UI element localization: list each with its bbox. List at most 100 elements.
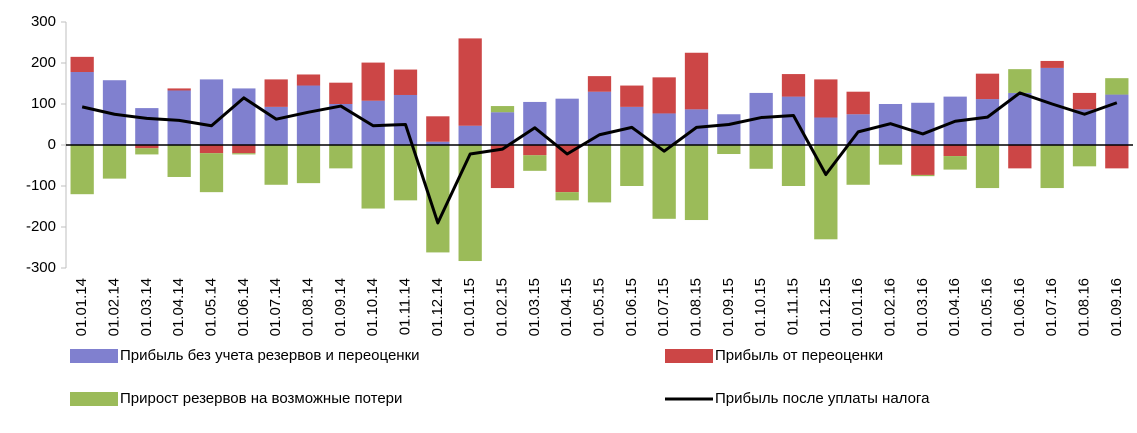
bar bbox=[490, 112, 515, 145]
bar bbox=[1105, 94, 1129, 145]
bar bbox=[70, 145, 94, 195]
bar bbox=[814, 79, 838, 118]
bar bbox=[135, 145, 159, 149]
x-tick-label: 01.11.14 bbox=[396, 278, 413, 335]
bar bbox=[1008, 69, 1032, 93]
bar bbox=[1105, 78, 1129, 95]
bar bbox=[1072, 109, 1097, 145]
bar bbox=[652, 77, 676, 114]
y-tick-label: 0 bbox=[48, 136, 56, 153]
bar bbox=[167, 145, 191, 177]
legend-swatch bbox=[70, 392, 118, 406]
bar bbox=[911, 174, 935, 177]
bar bbox=[587, 145, 612, 203]
x-tick-label: 01.05.15 bbox=[590, 278, 607, 336]
bar bbox=[878, 145, 903, 165]
bar bbox=[975, 145, 1000, 189]
bar bbox=[199, 145, 224, 154]
x-tick-label: 01.04.14 bbox=[170, 278, 187, 336]
bar bbox=[135, 108, 159, 145]
y-tick-label: -200 bbox=[26, 218, 56, 235]
x-tick-label: 01.09.14 bbox=[332, 278, 349, 336]
x-tick-label: 01.11.15 bbox=[784, 278, 801, 335]
y-tick-label: 100 bbox=[31, 95, 56, 112]
bar bbox=[393, 145, 418, 201]
bar bbox=[232, 153, 256, 155]
bar bbox=[943, 145, 967, 157]
y-tick-label: 200 bbox=[31, 54, 56, 71]
x-tick-label: 01.02.14 bbox=[105, 278, 122, 336]
x-tick-label: 01.01.14 bbox=[73, 278, 90, 336]
bar bbox=[911, 145, 935, 175]
bar bbox=[1008, 145, 1032, 169]
x-tick-label: 01.12.15 bbox=[817, 278, 834, 336]
bar bbox=[717, 145, 741, 155]
bar bbox=[458, 145, 482, 262]
x-tick-label: 01.04.16 bbox=[946, 278, 963, 336]
bar bbox=[167, 90, 191, 145]
x-tick-label: 01.07.15 bbox=[655, 278, 672, 336]
bar bbox=[232, 145, 256, 154]
bar bbox=[717, 114, 741, 145]
x-tick-label: 01.05.14 bbox=[202, 278, 219, 336]
bar bbox=[393, 94, 418, 145]
bar bbox=[167, 88, 191, 91]
bar bbox=[523, 101, 547, 145]
legend-label: Прибыль после уплаты налога bbox=[715, 390, 930, 407]
bar bbox=[296, 145, 321, 184]
bar bbox=[587, 76, 612, 92]
bar bbox=[943, 156, 967, 170]
bar bbox=[264, 145, 288, 185]
bar bbox=[458, 125, 482, 145]
bar bbox=[555, 145, 579, 193]
bar bbox=[296, 74, 321, 86]
bar bbox=[1072, 145, 1097, 167]
x-tick-label: 01.12.14 bbox=[429, 278, 446, 336]
bar bbox=[393, 69, 418, 95]
bar bbox=[199, 79, 224, 145]
bar bbox=[70, 72, 94, 145]
y-tick-label: -100 bbox=[26, 177, 56, 194]
bar bbox=[684, 145, 709, 221]
bar bbox=[426, 116, 450, 142]
line bbox=[81, 91, 1118, 225]
bar bbox=[523, 155, 547, 171]
bar bbox=[458, 38, 482, 126]
x-tick-label: 01.09.15 bbox=[720, 278, 737, 336]
bar bbox=[490, 145, 515, 189]
bar bbox=[329, 104, 353, 145]
bar bbox=[102, 80, 127, 145]
bar bbox=[1008, 92, 1032, 145]
bar bbox=[1040, 145, 1064, 189]
x-tick-label: 01.06.15 bbox=[623, 278, 640, 336]
bar bbox=[781, 74, 806, 97]
x-tick-label: 01.05.16 bbox=[978, 278, 995, 336]
x-tick-label: 01.09.16 bbox=[1108, 278, 1125, 336]
bar bbox=[135, 148, 159, 155]
bar bbox=[329, 145, 353, 169]
bar bbox=[620, 145, 644, 186]
x-tick-label: 01.01.16 bbox=[849, 278, 866, 336]
bar bbox=[296, 85, 321, 145]
bar bbox=[555, 98, 579, 145]
x-tick-label: 01.03.15 bbox=[526, 278, 543, 336]
legend-swatch bbox=[665, 349, 713, 363]
x-tick-label: 01.01.15 bbox=[461, 278, 478, 336]
bar bbox=[749, 145, 773, 169]
bar bbox=[911, 102, 935, 145]
bar bbox=[814, 117, 838, 145]
bar bbox=[975, 99, 1000, 145]
x-tick-label: 01.03.14 bbox=[138, 278, 155, 336]
x-tick-label: 01.04.15 bbox=[558, 278, 575, 336]
bar bbox=[975, 73, 1000, 100]
bar bbox=[652, 113, 676, 145]
legend-label: Прибыль без учета резервов и переоценки bbox=[120, 347, 420, 364]
bar bbox=[490, 106, 515, 113]
x-tick-label: 01.08.14 bbox=[299, 278, 316, 336]
bar bbox=[781, 96, 806, 145]
x-tick-label: 01.06.14 bbox=[235, 278, 252, 336]
bar bbox=[684, 52, 709, 110]
bar bbox=[846, 91, 870, 115]
bar bbox=[329, 82, 353, 104]
y-tick-label: -300 bbox=[26, 259, 56, 276]
